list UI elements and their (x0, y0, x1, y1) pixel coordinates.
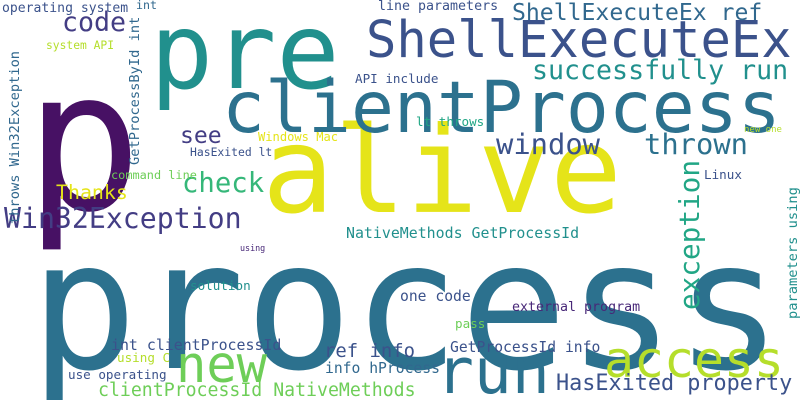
word-see: see (180, 123, 222, 149)
word-system-api: system API (46, 39, 115, 52)
word-getprocessid-info: GetProcessId info (450, 339, 601, 356)
word-hasexited-lt: HasExited lt (190, 145, 273, 159)
word-using-c: using C (117, 350, 171, 365)
word-parameters-using: parameters using (785, 187, 800, 319)
word-pre: pre (150, 0, 340, 113)
word-exception: exception (673, 159, 706, 310)
word-code: code (62, 7, 127, 38)
word-run: run (436, 335, 550, 400)
word-window: window (496, 127, 601, 161)
word-successfully-run: successfully run (532, 55, 789, 86)
word-thanks: Thanks (56, 181, 128, 204)
word-int: int (136, 0, 157, 12)
word-win32exception: Win32Exception (4, 202, 242, 235)
word-linux: Linux (704, 167, 742, 182)
word-new-one: new one (744, 125, 782, 135)
word-shellexecuteex: ShellExecuteEx (366, 10, 792, 69)
word-clientprocessid-nativemethods: clientProcessId NativeMethods (98, 380, 416, 400)
word-process: process (30, 203, 783, 400)
word-int-clientprocessid: int clientProcessId (111, 336, 282, 354)
word-use-operating: use operating (68, 367, 167, 382)
word-hasexited-property: HasExited property (556, 371, 793, 396)
word-check: check (182, 168, 265, 199)
word-one-code: one code (400, 288, 471, 305)
word-info-hprocess: info hProcess (325, 360, 440, 377)
word-clientprocess: clientProcess (222, 66, 781, 149)
word-line-parameters: line parameters (378, 0, 499, 14)
word-using: using (240, 243, 266, 253)
word-access: access (604, 331, 784, 389)
word-throws-win32exception: throws Win32Exception (7, 50, 23, 224)
word-shellexecuteex-ref: ShellExecuteEx ref (512, 0, 763, 26)
word-ref-info: ref info (324, 340, 415, 362)
word-alive: alive (262, 102, 623, 241)
word-p: p (25, 29, 142, 255)
word-pass: pass (455, 316, 486, 331)
word-lt-throws: lt throws (416, 114, 485, 129)
word-nativemethods-getprocessid: NativeMethods GetProcessId (346, 224, 580, 242)
word-new: new (176, 335, 268, 394)
word-operating-system: operating system (2, 1, 129, 16)
word-thrown: thrown (644, 127, 749, 161)
word-windows-mac: Windows Mac (258, 130, 339, 144)
word-api-include: API include (355, 71, 439, 86)
word-external-program: external program (512, 300, 641, 315)
word-solution: solution (190, 278, 251, 293)
word-getprocessbyid-int: GetProcessById int (127, 16, 143, 165)
word-command-line: command line (111, 168, 197, 182)
